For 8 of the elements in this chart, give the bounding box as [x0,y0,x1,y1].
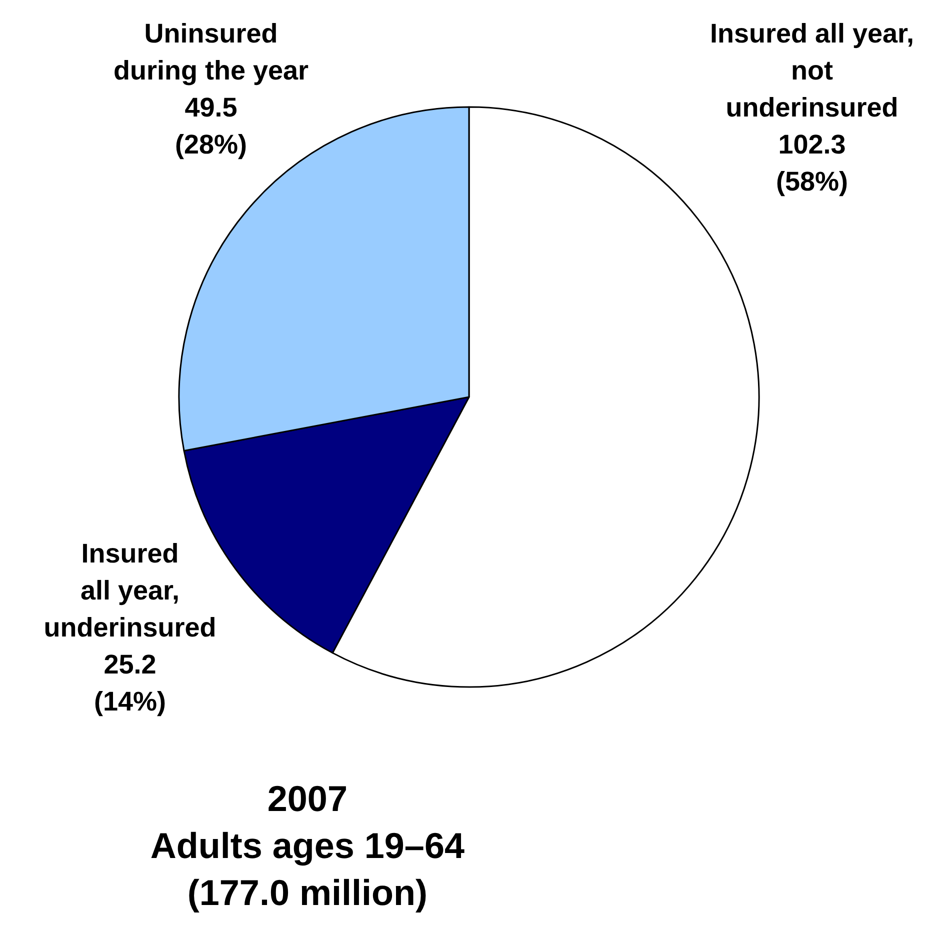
text: 2007 [267,778,348,819]
data-label: 102.3 (58%) [776,130,848,196]
data-label: 49.5 (28%) [174,92,248,160]
text: Adults ages 19–64 (177.0 million) [150,825,464,913]
slice-label: Uninsured during the year [113,18,310,86]
slice-label: Insured all year, underinsured [44,538,216,642]
data-label: 25.2 (14%) [94,650,166,716]
slice-label: Insured all year, not underinsured [710,18,914,122]
